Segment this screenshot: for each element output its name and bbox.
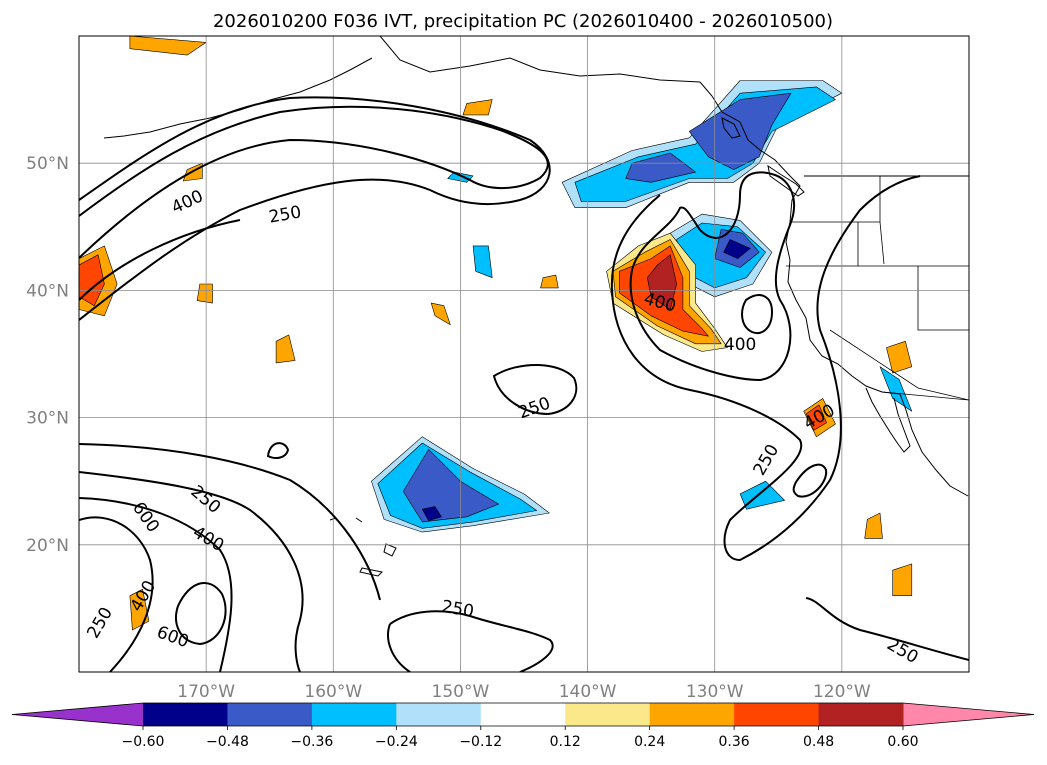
ivt-contour <box>79 96 551 321</box>
ivt-contour <box>805 597 969 661</box>
coastlines <box>103 36 969 577</box>
ivt-contour-label: 400 <box>724 335 756 355</box>
colorbar-tick-label: 0.48 <box>803 734 834 750</box>
colorbar-tick-label: −0.12 <box>459 734 502 750</box>
ivt-contour <box>610 175 921 562</box>
lon-tick-label: 150°W <box>432 682 490 702</box>
ivt-contour <box>79 219 241 301</box>
lat-tick-label: 40°N <box>26 281 69 301</box>
lat-tick-label: 50°N <box>26 154 69 174</box>
colorbar-over-arrow <box>903 703 1034 726</box>
ivt-contour <box>79 105 549 259</box>
precip-pc-area <box>129 36 207 56</box>
colorbar-tick-label: −0.36 <box>290 734 333 750</box>
precip-pc-area <box>646 254 677 310</box>
colorbar-segment <box>480 703 566 726</box>
coastline-north-america <box>699 81 969 497</box>
lon-tick-label: 130°W <box>686 682 744 702</box>
precip-pc-area <box>723 239 751 259</box>
precip-pc-area <box>196 283 213 304</box>
colorbar-tick-label: 0.24 <box>634 734 665 750</box>
border-states <box>786 176 969 401</box>
ivt-contour <box>79 443 381 601</box>
ivt-contour <box>387 623 411 672</box>
colorbar-under-arrow <box>12 703 143 726</box>
precip-pc-fills <box>79 36 913 631</box>
ivt-contour <box>629 171 795 382</box>
lon-tick-label: 140°W <box>559 682 617 702</box>
ivt-contour <box>492 364 578 416</box>
precip-pc-area <box>472 245 493 279</box>
precip-pc-area <box>402 449 499 523</box>
coastline-vancouver-island <box>767 164 805 197</box>
colorbar-tick-label: −0.48 <box>206 734 249 750</box>
lat-tick-label: 20°N <box>26 536 69 556</box>
colorbar: −0.60 −0.48 −0.36 −0.24 −0.12 0.12 0.24 0.36 0.4… <box>11 702 1035 750</box>
precip-pc-area <box>275 334 296 364</box>
ivt-contour <box>79 471 304 672</box>
colorbar-tick-label: −0.60 <box>122 734 165 750</box>
map-frame <box>78 35 970 673</box>
precip-pc-area <box>739 480 785 510</box>
lon-tick-label: 160°W <box>304 682 362 702</box>
colorbar-segment <box>143 703 228 726</box>
coastline-alaska <box>379 36 701 83</box>
colorbar-segment <box>396 703 482 726</box>
coastline-haida-gwaii <box>721 117 741 139</box>
gridlines <box>79 36 969 672</box>
coastline-baja-california <box>865 387 911 453</box>
colorbar-tick-label: −0.24 <box>375 734 418 750</box>
colorbar-segment <box>565 703 651 726</box>
precip-pc-area <box>421 506 442 521</box>
precip-pc-area <box>540 274 559 289</box>
ivt-contour <box>79 516 154 672</box>
colorbar-tick-label: 0.60 <box>887 734 918 750</box>
precip-pc-area <box>879 366 913 412</box>
colorbar-segment <box>227 703 313 726</box>
lon-tick-label: 170°W <box>177 682 235 702</box>
precip-pc-area <box>864 512 883 539</box>
ivt-contour <box>266 442 290 459</box>
precip-pc-area <box>625 152 696 183</box>
precip-pc-area <box>892 563 913 597</box>
ivt-contour <box>79 497 233 672</box>
map-background <box>79 36 969 672</box>
colorbar-segment <box>818 703 904 726</box>
precip-pc-area <box>462 99 493 116</box>
ivt-contour <box>175 582 227 646</box>
ivt-contour <box>741 294 774 334</box>
axis-ticks: 170°W 160°W 150°W 140°W 130°W 120°W 50°N 40°N 30… <box>26 154 871 702</box>
colorbar-tick-label: 0.36 <box>719 734 750 750</box>
colorbar-segment <box>734 703 820 726</box>
ivt-contour <box>389 610 554 672</box>
colorbar-segment <box>649 703 735 726</box>
colorbar-tick-label: 0.12 <box>550 734 581 750</box>
precip-pc-area <box>886 340 913 374</box>
lon-tick-label: 120°W <box>813 682 871 702</box>
ivt-contour <box>792 463 828 498</box>
colorbar-segment <box>311 703 397 726</box>
lat-tick-label: 30°N <box>26 409 69 429</box>
figure-title: 2026010200 F036 IVT, precipitation PC (2… <box>213 11 833 32</box>
precip-pc-area <box>430 302 451 326</box>
ivt-contours <box>79 96 969 672</box>
